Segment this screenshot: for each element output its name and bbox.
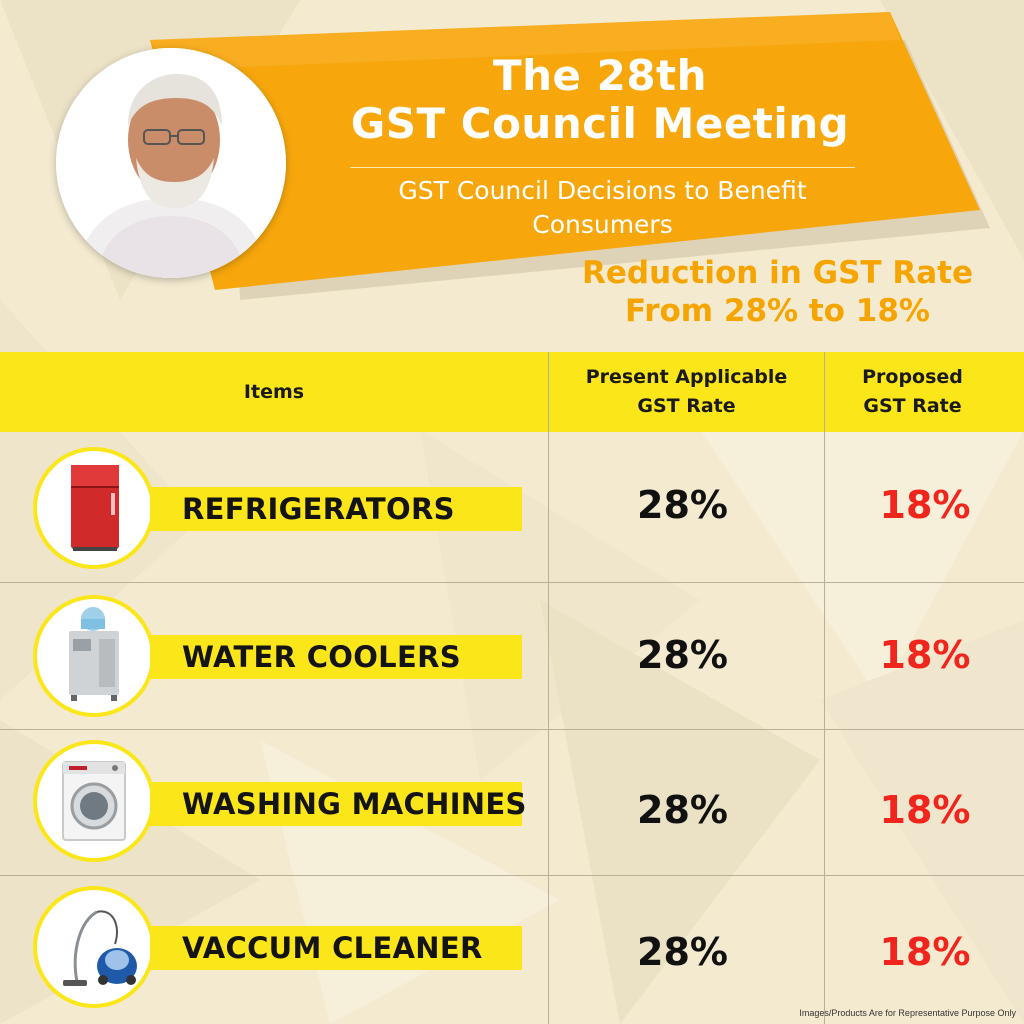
row-divider [0, 582, 1024, 583]
item-image-frame [33, 740, 155, 862]
title-line-2: GST Council Meeting [350, 99, 850, 148]
header-proposed-line-1: Proposed [862, 366, 963, 388]
present-rate: 28% [637, 788, 728, 832]
header-present-line-2: GST Rate [637, 395, 736, 417]
washing-machine-icon [62, 761, 126, 841]
present-rate: 28% [637, 930, 728, 974]
item-name: REFRIGERATORS [182, 492, 455, 526]
header-present-rate: Present Applicable GST Rate [549, 352, 824, 432]
refrigerator-icon [71, 465, 119, 551]
column-divider [824, 352, 825, 1024]
proposed-rate: 18% [879, 483, 971, 527]
row-divider [0, 729, 1024, 730]
proposed-rate: 18% [879, 633, 971, 677]
item-name: WASHING MACHINES [182, 787, 527, 821]
page-subtitle: GST Council Decisions to Benefit Consume… [398, 176, 807, 239]
vacuum-cleaner-icon [63, 910, 137, 986]
table-row: VACCUM CLEANER 28% 18% [0, 878, 1024, 1024]
present-rate: 28% [637, 633, 728, 677]
table-row: REFRIGERATORS 28% 18% [0, 435, 1024, 581]
row-divider [0, 875, 1024, 876]
table-header: Items Present Applicable GST Rate Propos… [0, 352, 1024, 432]
item-image-frame [33, 447, 155, 569]
item-label-bar [150, 635, 522, 679]
person-portrait-icon [56, 48, 286, 278]
proposed-rate: 18% [879, 930, 971, 974]
header-present-line-1: Present Applicable [585, 366, 788, 388]
header-proposed-line-2: GST Rate [863, 395, 962, 417]
table-row: WASHING MACHINES 28% 18% [0, 732, 1024, 878]
column-divider [548, 352, 549, 1024]
table-row: WATER COOLERS 28% 18% [0, 585, 1024, 731]
reduction-line-2: From 28% to 18% [625, 293, 930, 329]
proposed-rate: 18% [879, 788, 971, 832]
reduction-line-1: Reduction in GST Rate [582, 255, 973, 291]
item-name: VACCUM CLEANER [182, 931, 483, 965]
item-name: WATER COOLERS [182, 640, 461, 674]
title-divider [350, 167, 855, 168]
header-items-label: Items [243, 380, 305, 403]
page-title: The 28th GST Council Meeting [330, 52, 870, 148]
item-label-bar [150, 487, 522, 531]
disclaimer-text: Images/Products Are for Representative P… [799, 1008, 1016, 1018]
item-image-frame [33, 595, 155, 717]
item-label-bar [150, 926, 522, 970]
title-line-1: The 28th [492, 51, 708, 100]
minister-portrait [56, 48, 286, 278]
item-label-bar [150, 782, 522, 826]
header-banner [150, 12, 990, 300]
present-rate: 28% [637, 483, 728, 527]
item-image-frame [33, 886, 155, 1008]
water-cooler-icon [69, 607, 119, 701]
header-proposed-rate: Proposed GST Rate [825, 352, 1000, 432]
header-items: Items [0, 352, 548, 432]
reduction-heading: Reduction in GST Rate From 28% to 18% [560, 254, 995, 330]
